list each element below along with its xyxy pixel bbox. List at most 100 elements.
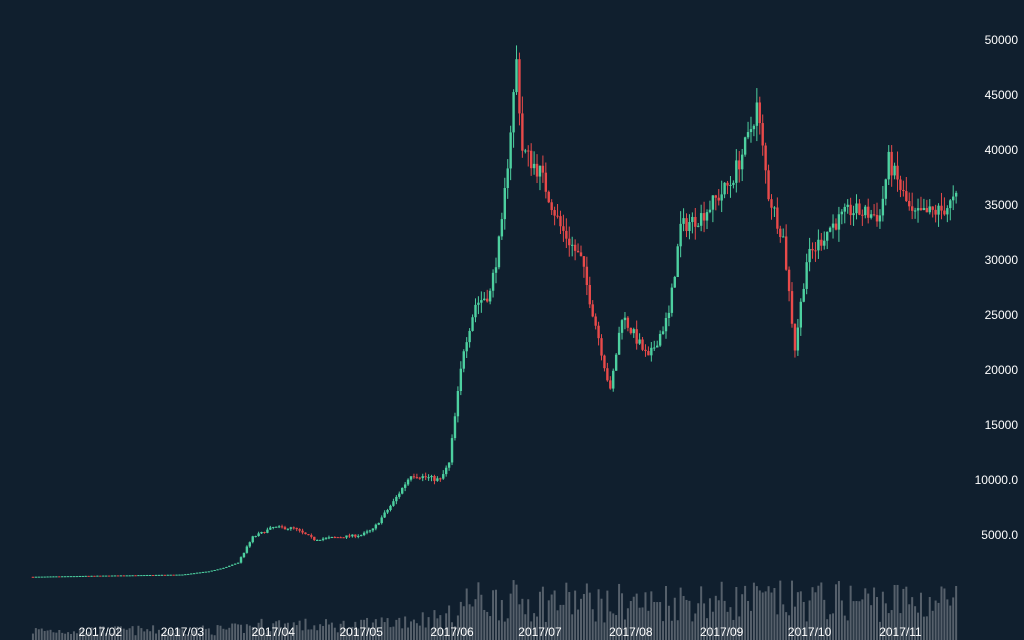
volume-bar xyxy=(480,594,483,640)
candle-body xyxy=(119,575,123,577)
volume-bar xyxy=(911,597,914,640)
candle-body xyxy=(157,574,161,576)
candle-body xyxy=(266,529,269,533)
volume-bars xyxy=(31,580,958,640)
candle-body xyxy=(682,218,685,224)
volume-bar xyxy=(310,629,313,640)
candle-body xyxy=(679,223,682,247)
volume-bar xyxy=(193,630,196,640)
candle-body xyxy=(96,575,99,577)
volume-bar xyxy=(486,611,489,640)
volume-bar xyxy=(108,633,111,640)
volume-bar xyxy=(67,632,70,640)
volume-bar xyxy=(708,598,711,640)
volume-bar xyxy=(178,628,181,640)
candle-body xyxy=(776,207,779,229)
volume-bar xyxy=(843,615,846,640)
candle-body xyxy=(694,216,697,227)
volume-bar xyxy=(424,627,427,640)
candle-body xyxy=(58,576,61,578)
candle-body xyxy=(72,576,76,578)
volume-bar xyxy=(102,626,105,640)
candle-body xyxy=(509,132,512,169)
candle-body xyxy=(635,329,638,344)
candle-body xyxy=(488,290,492,302)
volume-bar xyxy=(207,628,210,640)
candle-body xyxy=(638,339,641,344)
volume-bar xyxy=(389,627,392,640)
volume-bar xyxy=(703,603,706,640)
volume-bar xyxy=(96,634,99,640)
volume-bar xyxy=(281,631,284,640)
candle-body xyxy=(316,539,319,541)
candle-body xyxy=(571,244,574,246)
candle-body xyxy=(650,347,653,356)
volume-bar xyxy=(565,582,568,640)
volume-bar xyxy=(160,633,163,640)
candle-body xyxy=(503,188,506,220)
candle-body xyxy=(128,575,131,577)
volume-bar xyxy=(755,586,758,640)
volume-bar xyxy=(556,610,559,640)
candle-body xyxy=(784,236,788,270)
volume-bar xyxy=(412,619,415,640)
volume-bar xyxy=(128,628,131,640)
volume-bar xyxy=(667,605,670,640)
volume-bar xyxy=(574,590,577,640)
volume-bar xyxy=(354,621,357,640)
candle-body xyxy=(823,240,826,246)
volume-bar xyxy=(582,593,585,640)
candle-body xyxy=(49,576,52,578)
volume-bar xyxy=(515,584,518,640)
candle-body xyxy=(204,571,208,573)
candle-body xyxy=(99,575,102,577)
candle-body xyxy=(647,351,650,356)
volume-bar xyxy=(884,603,887,640)
volume-bar xyxy=(55,632,58,640)
candle-body xyxy=(770,199,773,208)
candle-body xyxy=(743,137,747,155)
volume-bar xyxy=(84,633,87,640)
candle-body xyxy=(348,535,351,537)
volume-bar xyxy=(37,629,40,640)
candle-body xyxy=(409,476,413,480)
candle-body xyxy=(286,528,290,530)
volume-bar xyxy=(814,592,817,640)
volume-bar xyxy=(172,633,175,640)
candle-body xyxy=(946,208,949,215)
candle-body xyxy=(450,438,454,463)
volume-bar xyxy=(380,617,383,640)
candle-body xyxy=(201,571,205,573)
volume-bar xyxy=(283,623,286,640)
volume-bar xyxy=(210,634,213,640)
candle-body xyxy=(954,192,958,197)
candle-body xyxy=(840,211,844,215)
candle-body xyxy=(864,206,867,216)
volume-bar xyxy=(931,610,934,640)
candle-body xyxy=(175,574,178,576)
candle-body xyxy=(512,92,515,133)
volume-bar xyxy=(184,634,187,640)
candle-body xyxy=(166,574,169,576)
volume-bar xyxy=(697,603,700,640)
candle-body xyxy=(600,338,603,356)
volume-bar xyxy=(462,606,465,640)
candle-body xyxy=(899,179,902,190)
x-tick-label: 2017/04 xyxy=(252,625,296,639)
candle-body xyxy=(884,179,887,199)
candle-body xyxy=(949,200,952,209)
volume-bar xyxy=(87,631,90,640)
volume-bar xyxy=(834,584,837,640)
volume-bar xyxy=(917,612,920,640)
candle-body xyxy=(418,477,421,479)
x-tick-label: 2017/10 xyxy=(788,625,832,639)
candle-body xyxy=(248,542,252,547)
candle-body xyxy=(740,154,744,170)
candle-body xyxy=(793,323,797,351)
volume-bar xyxy=(477,582,480,640)
volume-bar xyxy=(832,613,835,640)
volume-bar xyxy=(368,628,371,640)
candle-body xyxy=(594,316,597,326)
volume-bar xyxy=(741,594,744,640)
volume-bar xyxy=(500,600,503,640)
